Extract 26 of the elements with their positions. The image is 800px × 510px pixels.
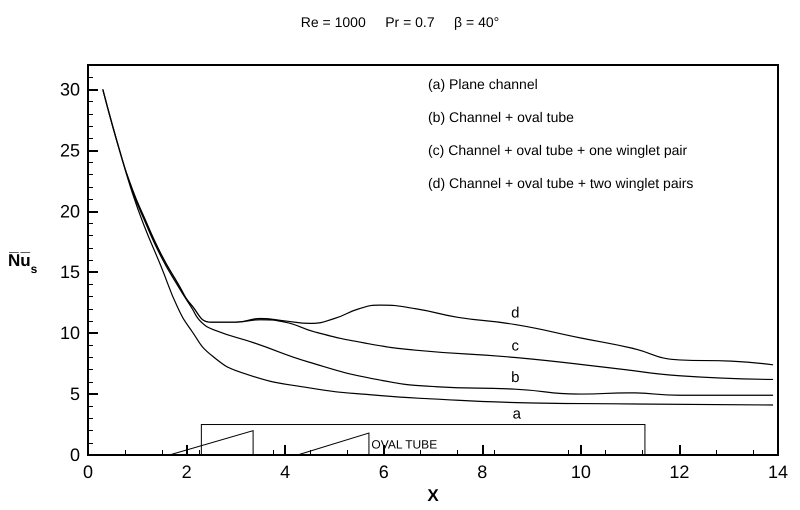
x-tick-label: 6 — [378, 462, 389, 482]
y-tick-label: 0 — [70, 445, 80, 465]
annotation: (b) Channel + oval tube — [428, 109, 574, 125]
series-label: a — [512, 406, 522, 423]
y-tick-label: 25 — [60, 140, 80, 160]
x-tick-label: 14 — [768, 462, 788, 482]
y-tick-label: 15 — [60, 262, 80, 282]
y-tick-label: 30 — [60, 79, 80, 100]
series-label: c — [512, 338, 520, 354]
annotation: (c) Channel + oval tube + one winglet pair — [428, 142, 688, 158]
x-tick-label: 10 — [570, 462, 591, 482]
x-axis-title: X — [427, 486, 440, 505]
x-tick-label: 2 — [182, 462, 192, 482]
x-tick-label: 12 — [669, 462, 690, 482]
y-axis-title: N̅u̅$_{s}$ — [8, 251, 38, 276]
y-tick-label: 5 — [70, 384, 80, 404]
series-label: d — [511, 304, 520, 322]
y-tick-label: 10 — [60, 323, 80, 344]
y-tick-label: 20 — [60, 201, 80, 222]
x-tick-label: 4 — [280, 462, 290, 482]
x-tick-label: 0 — [82, 462, 94, 482]
series-label: b — [511, 369, 520, 386]
annotation: (a) Plane channel — [428, 76, 538, 92]
annotation: (d) Channel + oval tube + two winglet pairs — [428, 175, 694, 191]
x-tick-label: 8 — [477, 462, 488, 482]
chart-title: Re = 1000 Pr = 0.7 β = 40° — [300, 14, 500, 30]
